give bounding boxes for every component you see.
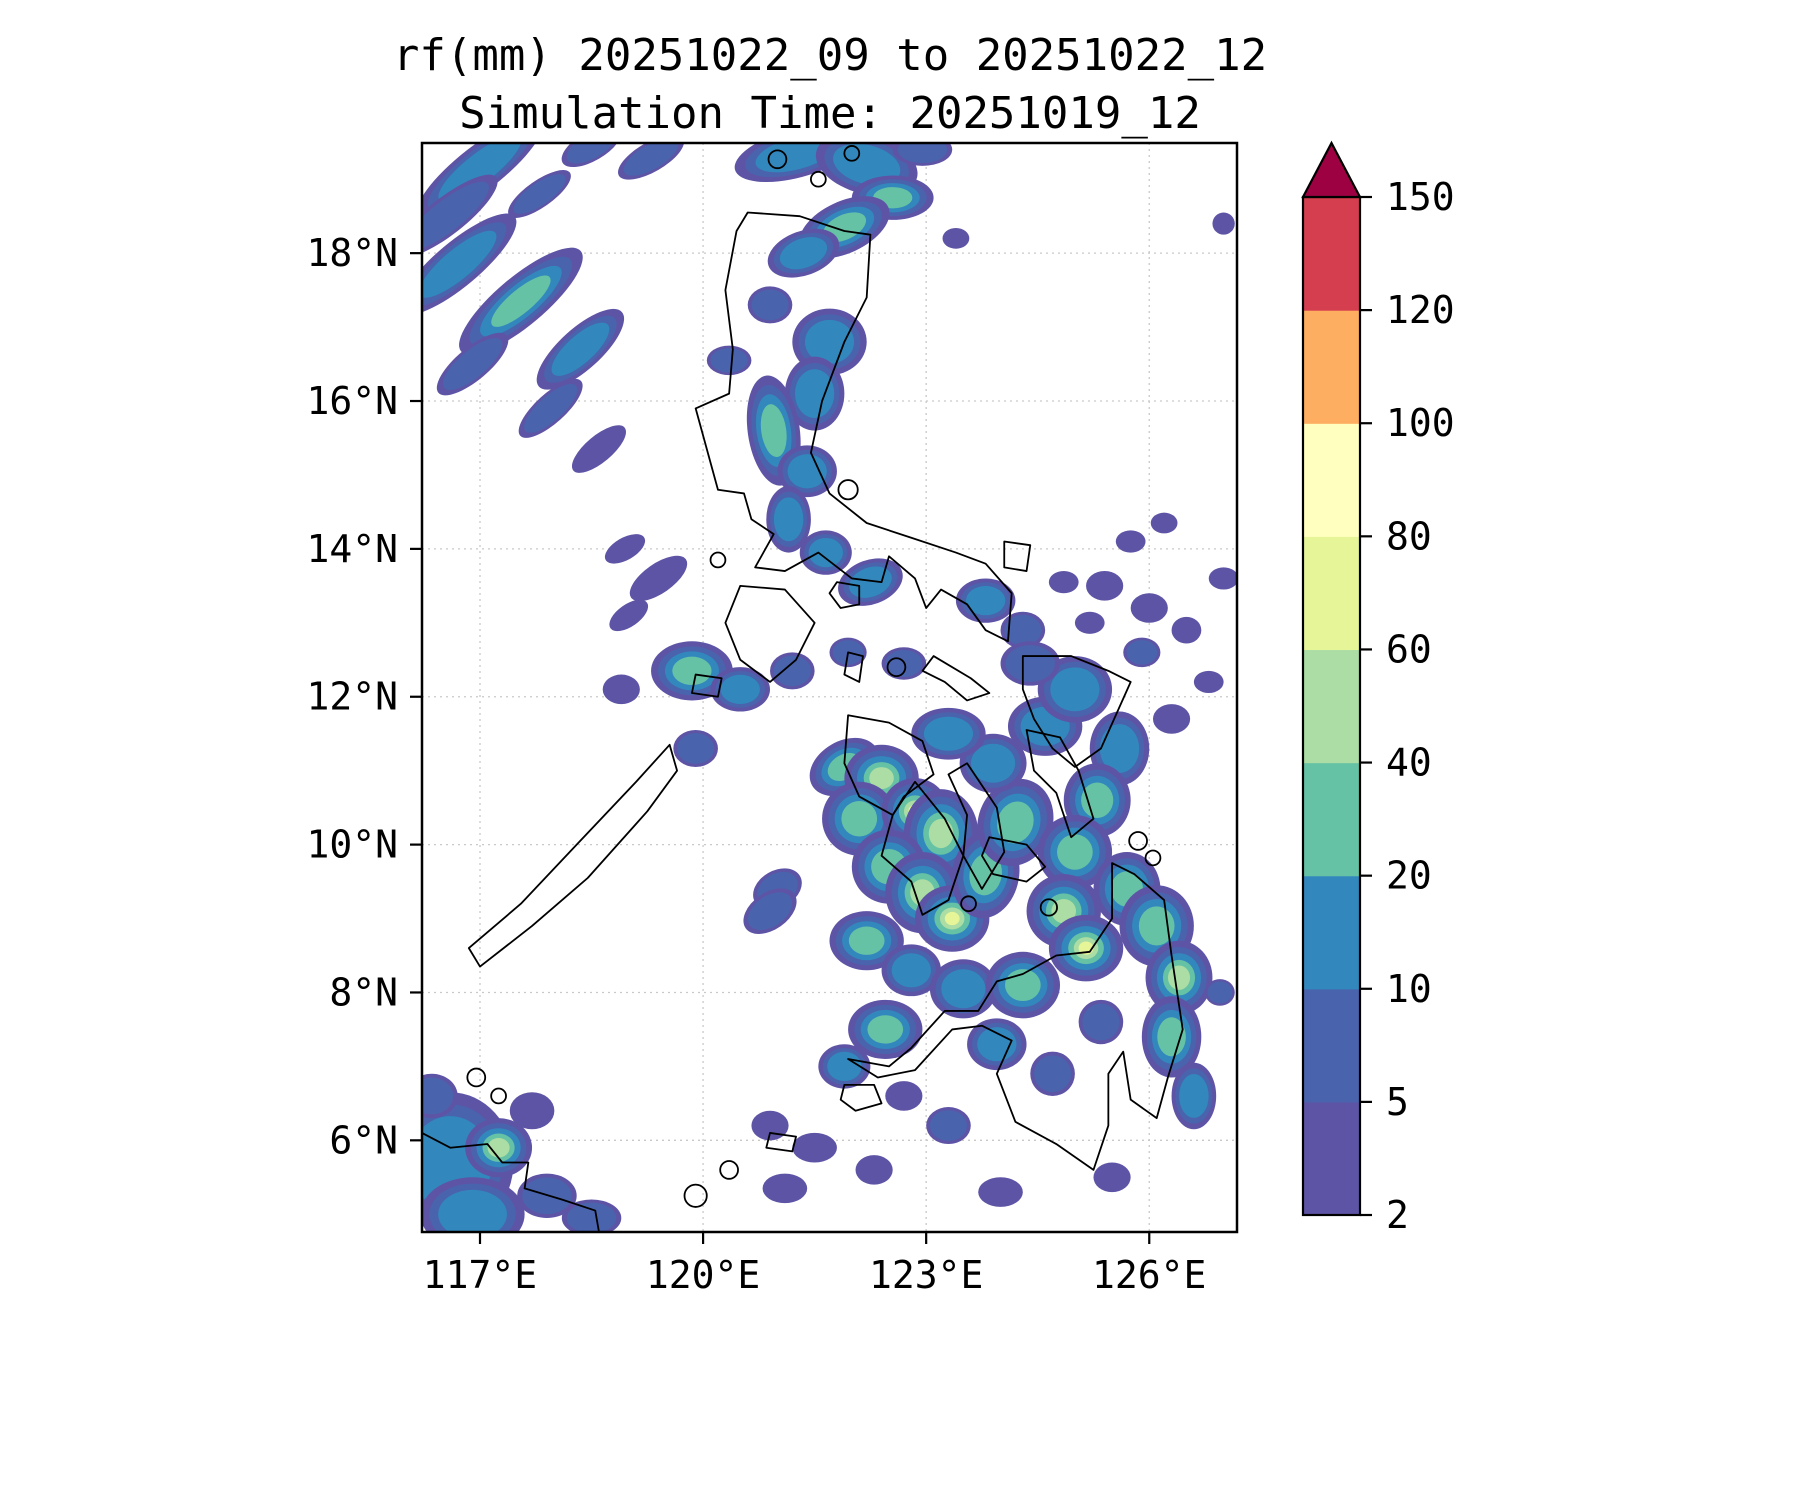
colorbar-segment — [1303, 197, 1360, 311]
islet — [1144, 849, 1162, 867]
colorbar-segment — [1303, 1101, 1360, 1216]
axis-ticks: 117°E 120°E 123°E 126°E 18°N 16°N 14°N 12°N 10°N… — [306, 231, 1206, 1297]
islet — [843, 145, 861, 162]
y-tick-label: 10°N — [306, 823, 398, 867]
coastline-mindanao — [847, 862, 1184, 1171]
colorbar-tick-label: 120 — [1386, 288, 1455, 332]
y-tick-label: 18°N — [306, 231, 398, 275]
colorbar-tick-label: 5 — [1386, 1080, 1409, 1124]
plot-frame — [420, 141, 1239, 1234]
y-tick-label: 12°N — [306, 675, 398, 719]
chart-title: rf(mm) 20251022_09 to 20251022_12 — [392, 30, 1268, 81]
x-tick-label: 123°E — [869, 1253, 983, 1297]
coastline-masbate — [921, 655, 991, 702]
coastline-panay — [843, 714, 935, 816]
coastline-busuanga — [691, 673, 723, 698]
colorbar-segment — [1303, 649, 1360, 764]
islet — [1128, 831, 1148, 851]
colorbar-tick-label: 2 — [1386, 1193, 1409, 1237]
islet — [837, 479, 859, 501]
coastline-bohol — [981, 836, 1047, 883]
colorbar-tick-label: 20 — [1386, 854, 1432, 898]
coastline-samar — [1021, 655, 1132, 768]
islet — [767, 149, 788, 170]
islet — [1039, 898, 1058, 917]
islet — [810, 170, 827, 188]
colorbar-tick-label: 150 — [1386, 175, 1455, 219]
coastline-luzon — [694, 211, 1013, 643]
colorbar-tick-label: 100 — [1386, 401, 1455, 445]
coastline-catanduanes — [1003, 540, 1032, 572]
islet — [719, 1160, 739, 1180]
chart-subtitle: Simulation Time: 20251019_12 — [459, 88, 1201, 139]
coastline-tablas — [843, 651, 864, 683]
x-tick-label: 117°E — [423, 1253, 537, 1297]
colorbar-over-arrow — [1301, 140, 1362, 199]
colorbar-segment — [1303, 762, 1360, 877]
colorbar-segment — [1303, 423, 1360, 537]
coastline-mindoro — [724, 584, 816, 683]
colorbar-tick-label: 80 — [1386, 514, 1432, 558]
islet — [886, 657, 907, 677]
coastlines — [422, 145, 1184, 1232]
islet — [490, 1087, 507, 1105]
y-tick-label: 14°N — [306, 527, 398, 571]
islet — [683, 1183, 708, 1208]
coastline-cebu — [947, 762, 1006, 890]
y-tick-label: 8°N — [329, 970, 398, 1014]
colorbar-segment — [1303, 988, 1360, 1103]
coastline-basilan — [839, 1083, 883, 1112]
y-tick-label: 16°N — [306, 379, 398, 423]
colorbar-segment — [1303, 536, 1360, 651]
coastline-palawan — [467, 743, 678, 968]
rainfall-field — [422, 143, 1237, 1232]
coastline-marinduque — [828, 581, 861, 609]
islet — [709, 551, 727, 569]
colorbar-tick-label: 60 — [1386, 627, 1432, 671]
y-tick-label: 6°N — [329, 1118, 398, 1162]
coastline-jolo — [765, 1132, 797, 1153]
coastline-negros — [880, 780, 965, 916]
islet — [960, 895, 977, 913]
colorbar-segment — [1303, 310, 1360, 424]
colorbar-tick-label: 40 — [1386, 741, 1432, 785]
colorbar-segment — [1303, 875, 1360, 990]
x-tick-label: 120°E — [646, 1253, 760, 1297]
colorbar-tick-label: 10 — [1386, 967, 1432, 1011]
x-tick-label: 126°E — [1092, 1253, 1206, 1297]
coastline-leyte — [1025, 729, 1095, 839]
coastline-borneo — [422, 1132, 600, 1232]
colorbar: 2 5 10 20 40 60 80 100 120 150 — [1301, 140, 1455, 1237]
islet — [466, 1067, 487, 1088]
